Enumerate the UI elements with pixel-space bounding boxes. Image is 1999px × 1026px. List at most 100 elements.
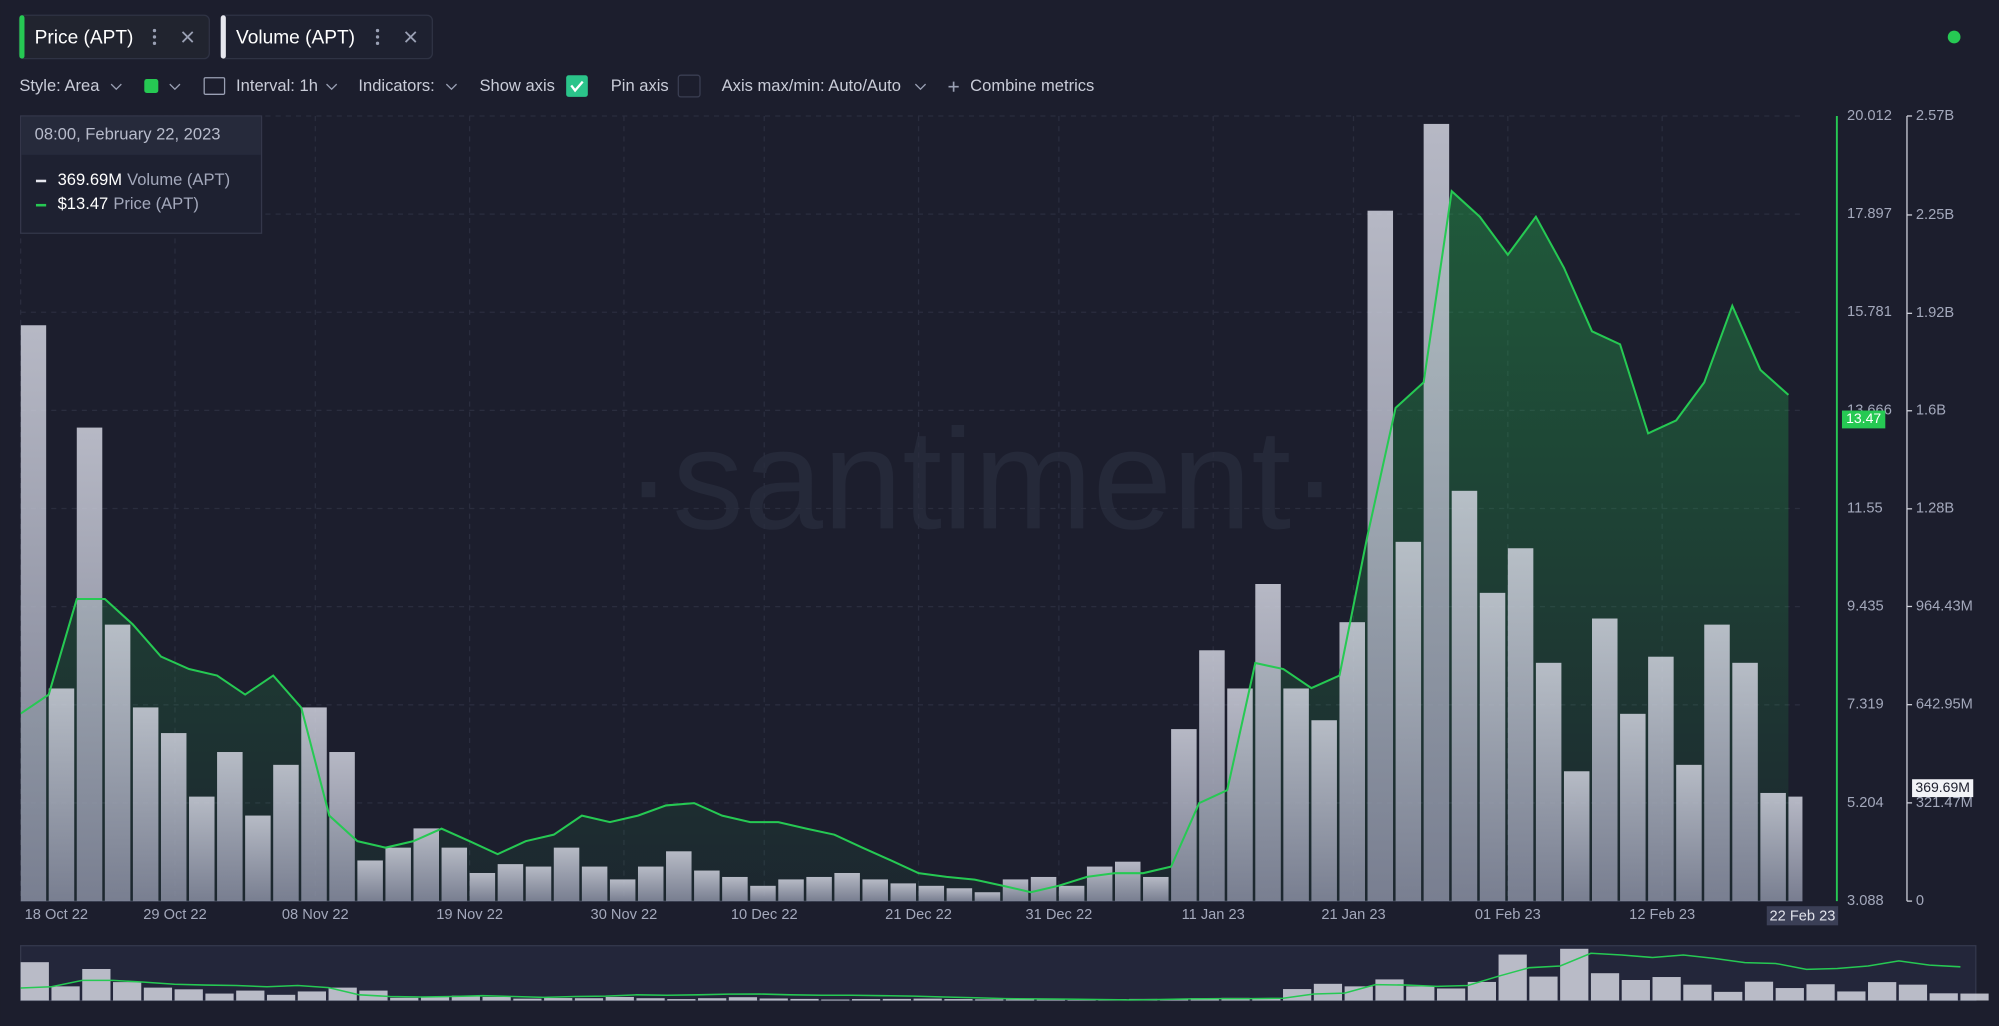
show-axis-label[interactable]: Show axis (479, 76, 554, 95)
color-picker[interactable] (144, 79, 159, 94)
volume-bar (1143, 876, 1169, 902)
checkbox[interactable] (677, 74, 701, 98)
status-dot (1947, 30, 1961, 44)
y2-tick-label: 1.92B (1916, 305, 1954, 321)
navigator-bar (1929, 993, 1958, 1001)
volume-bar (1058, 885, 1085, 902)
volume-bar (357, 860, 383, 902)
x-tick-label: 21 Dec 22 (885, 907, 952, 923)
volume-bar (160, 733, 187, 902)
navigator-bar (1436, 988, 1466, 1001)
volume-bar (581, 866, 608, 902)
volume-bar (413, 828, 440, 902)
menu-icon[interactable] (375, 28, 380, 45)
x-tick-label: 12 Feb 23 (1629, 907, 1695, 923)
chevron (914, 83, 927, 91)
x-tick-label: 29 Oct 22 (143, 907, 206, 923)
volume-bar (1563, 771, 1590, 902)
pin-axis-label[interactable]: Pin axis (611, 76, 669, 95)
y2-tick-label: 2.57B (1916, 108, 1954, 124)
tab-label[interactable]: Volume (APT) (236, 27, 355, 48)
x-tick-label: 31 Dec 22 (1025, 907, 1092, 923)
volume-bar (469, 872, 496, 902)
y-tick-label: 5.204 (1847, 795, 1884, 811)
navigator-bar (1313, 983, 1343, 1001)
volume-bar (441, 847, 468, 902)
volume-bar (1002, 879, 1029, 902)
volume-bar (1423, 123, 1450, 902)
tab-label[interactable]: Price (APT) (35, 27, 134, 48)
navigator-line (20, 952, 1961, 1001)
volume-tag-label: 369.69M (1915, 779, 1969, 795)
navigator-bar (1406, 986, 1435, 1001)
volume-bar (217, 752, 243, 902)
menu-icon[interactable] (152, 28, 157, 45)
x-tick-label: 30 Nov 22 (591, 907, 658, 923)
axis-minmax-select[interactable]: Axis max/min: Auto/Auto (722, 76, 901, 95)
y2-tick-label: 1.6B (1916, 403, 1946, 419)
tab-accent (19, 15, 25, 59)
navigator-bar (1837, 991, 1866, 1001)
navigator-bar (1683, 984, 1712, 1001)
style-select[interactable]: Style: Area (19, 76, 100, 95)
x-tick-label: 01 Feb 23 (1475, 907, 1541, 923)
navigator-bar (113, 982, 142, 1001)
volume-bar (1367, 210, 1394, 902)
volume-bar (1535, 662, 1562, 902)
volume-bar (890, 883, 917, 902)
navigator-bar (1960, 993, 1989, 1001)
volume-tag (1912, 779, 1974, 798)
navigator-bar (513, 998, 542, 1001)
navigator-bar (759, 998, 788, 1001)
volume-bar (48, 688, 75, 902)
volume-bar (806, 876, 832, 902)
close-icon[interactable] (181, 31, 194, 43)
close-icon[interactable] (404, 31, 417, 43)
volume-bar (189, 796, 215, 902)
volume-bar (722, 876, 748, 902)
navigator-bar (636, 998, 665, 1001)
volume-bar (666, 851, 692, 902)
legend-entry: 369.69M Volume (APT) (58, 170, 231, 189)
navigator-bar (20, 962, 49, 1001)
volume-bar (1507, 548, 1534, 902)
navigator-bar (574, 998, 604, 1001)
navigator-bar (1806, 984, 1835, 1001)
interval-select[interactable]: Interval: 1h (236, 76, 318, 95)
navigator-bar (1560, 948, 1589, 1001)
volume-bar (525, 866, 552, 902)
navigator-bar (728, 997, 758, 1001)
navigator-bar (1714, 991, 1743, 1001)
series-layer (20, 123, 1803, 902)
combine-button[interactable]: Combine metrics (970, 76, 1094, 95)
volume-bar (1283, 688, 1309, 902)
volume-bar (1704, 624, 1730, 902)
volume-bar (104, 624, 131, 902)
volume-bar (609, 879, 636, 902)
navigator-bar (1344, 986, 1373, 1001)
x-tick-label: 18 Oct 22 (25, 907, 88, 923)
legend-name: Price (APT) (113, 195, 199, 214)
navigator-bar (1775, 988, 1804, 1001)
volume-bar (273, 764, 299, 902)
navigator-bar (390, 997, 419, 1001)
tab-accent (220, 15, 226, 59)
indicators-select[interactable]: Indicators: (358, 76, 434, 95)
navigator-bar (1375, 979, 1404, 1001)
volume-bar (1227, 688, 1253, 902)
y-tick-label: 15.781 (1847, 304, 1892, 320)
chevron (445, 83, 457, 91)
checkbox-checked[interactable] (566, 75, 588, 97)
volume-bar (497, 864, 524, 902)
volume-bar (1171, 729, 1197, 902)
navigator-bar (821, 999, 850, 1001)
x-tick-label: 11 Jan 23 (1182, 907, 1245, 923)
volume-bar (132, 707, 159, 902)
plot: 18 Oct 22 29 Oct 22 08 Nov 22 19 Nov 22 30 N… (20, 108, 1989, 1002)
navigator-bar (451, 995, 480, 1001)
volume-bar (1255, 583, 1281, 902)
navigator-bar (1005, 999, 1035, 1001)
legend-value: 369.69M (58, 170, 122, 189)
volume-bar (1788, 796, 1803, 902)
tooltip-time: 08:00, February 22, 2023 (35, 124, 221, 143)
